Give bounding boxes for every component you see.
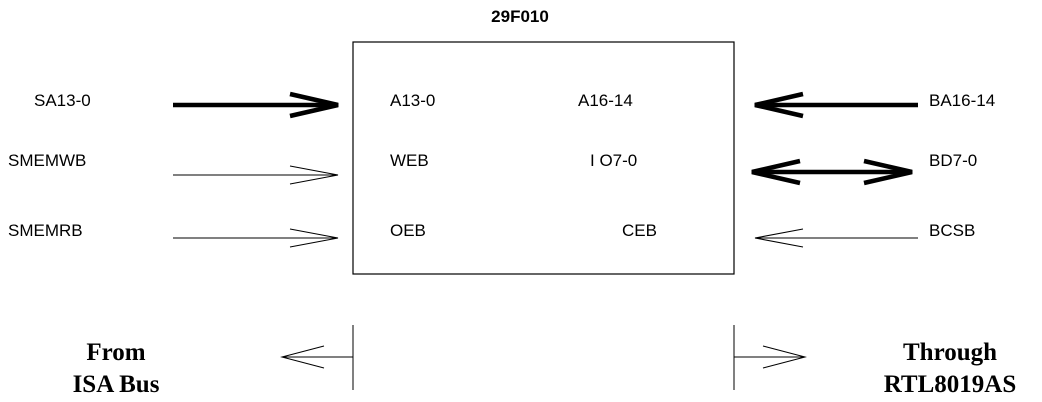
legend-through-marker bbox=[733, 325, 807, 390]
pin-a13-0: A13-0 bbox=[390, 91, 435, 110]
pin-oeb: OEB bbox=[390, 221, 426, 240]
pin-io7-0: I O7-0 bbox=[590, 151, 637, 170]
legend-from-marker bbox=[280, 325, 354, 390]
signal-bd7-0: BD7-0 bbox=[929, 151, 977, 170]
arrow-smemwb bbox=[173, 165, 339, 185]
signal-ba16-14: BA16-14 bbox=[929, 91, 995, 110]
pin-web: WEB bbox=[390, 151, 429, 170]
legend-through-line2: RTL8019AS bbox=[884, 371, 1016, 398]
chip-title: 29F010 bbox=[491, 7, 549, 26]
arrow-bd7-0 bbox=[751, 158, 913, 186]
pin-a16-14: A16-14 bbox=[578, 91, 633, 110]
arrow-ba16-14 bbox=[754, 91, 918, 119]
chip-box bbox=[352, 41, 735, 275]
arrow-sa13-0 bbox=[173, 91, 339, 119]
pin-ceb: CEB bbox=[622, 221, 657, 240]
legend-through-line1: Through bbox=[903, 339, 997, 366]
signal-smemwb: SMEMWB bbox=[8, 151, 86, 170]
arrow-smemrb bbox=[173, 228, 339, 248]
legend-from-line2: ISA Bus bbox=[73, 371, 160, 398]
signal-smemrb: SMEMRB bbox=[8, 221, 83, 240]
signal-sa13-0: SA13-0 bbox=[34, 91, 91, 110]
legend-from-line1: From bbox=[86, 339, 145, 366]
signal-bcsb: BCSB bbox=[929, 221, 975, 240]
arrow-bcsb bbox=[754, 228, 918, 248]
